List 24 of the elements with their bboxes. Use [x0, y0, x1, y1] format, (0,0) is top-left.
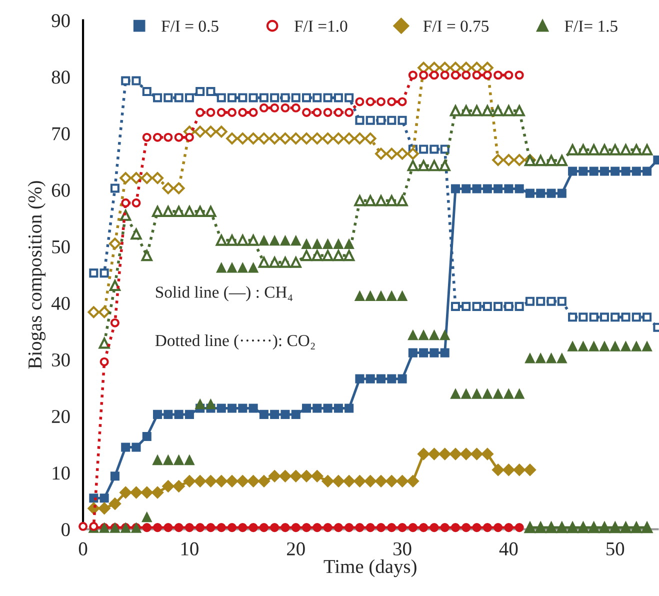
y-tick-label: 0 [62, 523, 70, 536]
y-tick-label: 60 [52, 184, 70, 197]
legend-label: F/I = 0.5 [161, 20, 218, 32]
x-tick-label: 0 [78, 542, 88, 556]
x-tick-label: 20 [287, 542, 305, 556]
x-tick-label: 40 [499, 542, 518, 556]
y-tick-label: 20 [52, 410, 70, 424]
x-tick-label: 10 [181, 542, 198, 556]
legend-label: F/I= 1.5 [564, 20, 618, 32]
y-tick-label: 50 [52, 240, 70, 254]
y-tick-label: 70 [52, 127, 70, 140]
annotation: Solid line (—) : CH₄ [156, 286, 292, 302]
y-tick-label: 40 [51, 296, 70, 310]
y-tick-label: 80 [52, 70, 70, 84]
annotation: Dotted line (······): CO₂ [155, 334, 315, 350]
y-tick-label: 10 [52, 466, 70, 480]
x-tick-label: 50 [606, 542, 624, 556]
y-tick-label: 30 [52, 353, 70, 367]
y-axis-title: Biogas composition (%) [28, 181, 46, 369]
legend-label: F/I = 0.75 [423, 20, 489, 32]
x-tick-label: 30 [393, 542, 412, 556]
x-axis-title: Time (days) [324, 559, 416, 578]
y-tick-label: 90 [52, 14, 70, 28]
legend-label: F/I =1.0 [294, 20, 348, 32]
